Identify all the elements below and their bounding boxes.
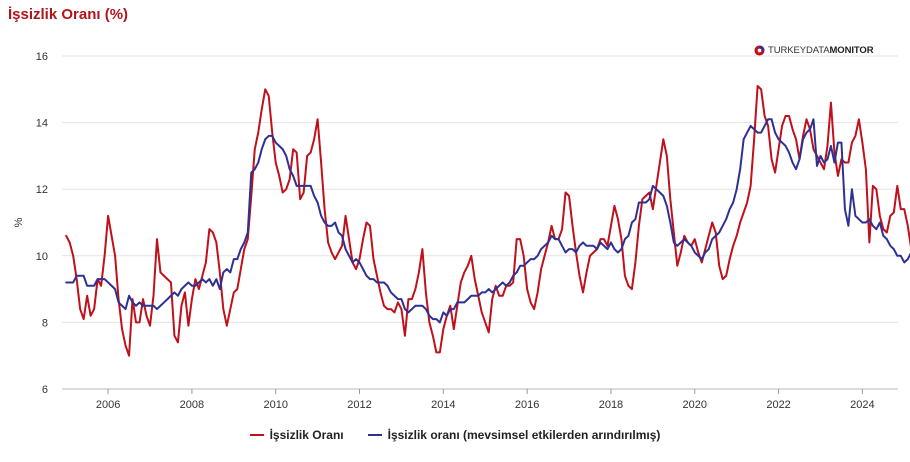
x-tick-label: 2020 — [683, 399, 707, 411]
legend-swatch-red — [249, 434, 264, 436]
legend: İşsizlik Oranı İşsizlik oranı (mevsimsel… — [0, 428, 910, 442]
y-tick-label: 16 — [36, 51, 48, 63]
x-tick-label: 2012 — [347, 399, 371, 411]
brand-text-data: DATA — [805, 45, 830, 56]
y-tick-label: 12 — [36, 184, 48, 196]
y-tick-label: 8 — [42, 317, 48, 329]
x-tick-label: 2006 — [96, 399, 120, 411]
y-tick-label: 10 — [36, 251, 48, 263]
x-tick-label: 2018 — [599, 399, 623, 411]
y-tick-label: 14 — [36, 118, 48, 130]
x-tick-label: 2016 — [515, 399, 539, 411]
x-tick-label: 2008 — [180, 399, 204, 411]
legend-swatch-blue — [367, 434, 382, 436]
legend-label: İşsizlik Oranı — [269, 428, 344, 442]
x-tick-label: 2010 — [263, 399, 287, 411]
series-line-issizlik-orani — [65, 84, 910, 357]
brand-logo: TURKEY DATA MONITOR — [754, 45, 874, 56]
series-line-mevsimsel — [65, 118, 910, 324]
x-tick-label: 2014 — [431, 399, 455, 411]
legend-item-issizlik-orani[interactable]: İşsizlik Oranı — [249, 428, 344, 442]
x-tick-label: 2022 — [766, 399, 790, 411]
legend-label: İşsizlik oranı (mevsimsel etkilerden arı… — [387, 428, 661, 442]
brand-text-turkey: TURKEY — [768, 45, 806, 56]
brand-text-monitor: MONITOR — [829, 45, 874, 56]
page-title: İşsizlik Oranı (%) — [8, 6, 129, 23]
y-axis-label: % — [13, 217, 25, 227]
legend-item-mevsimsel[interactable]: İşsizlik oranı (mevsimsel etkilerden arı… — [367, 428, 661, 442]
turkey-data-monitor-icon — [754, 45, 765, 56]
x-tick-label: 2024 — [850, 399, 874, 411]
y-tick-label: 6 — [42, 384, 48, 396]
